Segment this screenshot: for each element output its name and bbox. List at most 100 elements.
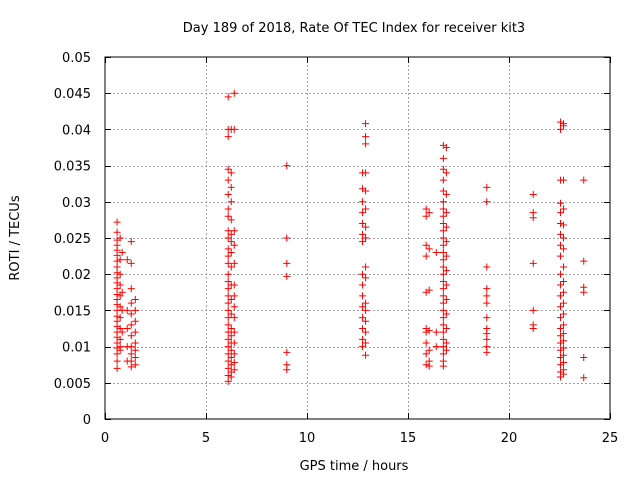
data-point bbox=[557, 292, 565, 300]
data-point bbox=[127, 259, 135, 267]
data-point bbox=[560, 122, 568, 130]
data-point bbox=[529, 214, 537, 222]
y-tick-label: 0.05 bbox=[62, 51, 91, 66]
data-point bbox=[442, 267, 450, 275]
data-point bbox=[483, 299, 491, 307]
data-point bbox=[127, 350, 135, 358]
data-point bbox=[557, 281, 565, 289]
data-point bbox=[442, 310, 450, 318]
data-point bbox=[439, 314, 447, 322]
data-point bbox=[425, 362, 433, 370]
data-point bbox=[224, 306, 232, 314]
data-point bbox=[560, 277, 568, 285]
data-point bbox=[439, 256, 447, 264]
data-point bbox=[362, 187, 370, 195]
data-point bbox=[127, 343, 135, 351]
data-point bbox=[439, 227, 447, 235]
data-point bbox=[227, 373, 235, 381]
data-point bbox=[116, 270, 124, 278]
data-point bbox=[560, 234, 568, 242]
data-point bbox=[439, 241, 447, 249]
x-tick-label: 20 bbox=[501, 431, 518, 446]
data-point bbox=[131, 353, 139, 361]
data-point bbox=[580, 257, 588, 265]
data-point bbox=[439, 362, 447, 370]
data-point bbox=[362, 351, 370, 359]
data-point bbox=[439, 270, 447, 278]
data-point bbox=[483, 285, 491, 293]
data-point bbox=[432, 328, 440, 336]
data-point bbox=[422, 252, 430, 260]
data-point bbox=[116, 335, 124, 343]
data-point bbox=[362, 133, 370, 141]
data-point bbox=[422, 350, 430, 358]
data-point bbox=[131, 339, 139, 347]
data-point bbox=[483, 292, 491, 300]
grid-lines bbox=[105, 57, 610, 419]
data-point bbox=[442, 296, 450, 304]
data-point bbox=[224, 270, 232, 278]
data-point bbox=[557, 303, 565, 311]
data-point bbox=[131, 296, 139, 304]
data-point bbox=[127, 238, 135, 246]
data-point bbox=[113, 357, 121, 365]
data-point bbox=[439, 321, 447, 329]
data-point bbox=[224, 245, 232, 253]
x-tick-label: 10 bbox=[299, 431, 316, 446]
data-point bbox=[362, 328, 370, 336]
data-point bbox=[224, 234, 232, 242]
x-tick-labels: 0 5 10 15 20 25 bbox=[101, 431, 618, 446]
data-point bbox=[116, 256, 124, 264]
data-point bbox=[224, 314, 232, 322]
data-point bbox=[362, 274, 370, 282]
data-point bbox=[224, 377, 232, 385]
data-point bbox=[227, 310, 235, 318]
data-point bbox=[422, 361, 430, 369]
data-point bbox=[227, 238, 235, 246]
data-point bbox=[118, 288, 126, 296]
data-point bbox=[224, 205, 232, 213]
data-point bbox=[227, 216, 235, 224]
data-point bbox=[230, 292, 238, 300]
data-point bbox=[230, 281, 238, 289]
data-point bbox=[224, 335, 232, 343]
data-point bbox=[529, 325, 537, 332]
data-point bbox=[362, 339, 370, 347]
data-point bbox=[422, 339, 430, 347]
data-point bbox=[283, 348, 291, 356]
data-point bbox=[362, 317, 370, 325]
data-point bbox=[439, 306, 447, 314]
data-point bbox=[529, 191, 537, 199]
data-point bbox=[425, 286, 433, 294]
data-point bbox=[560, 310, 568, 318]
data-point bbox=[123, 325, 131, 332]
data-point bbox=[483, 314, 491, 322]
x-tick-label: 5 bbox=[202, 431, 210, 446]
data-point bbox=[560, 337, 568, 345]
data-point bbox=[230, 359, 238, 367]
data-point bbox=[359, 220, 367, 228]
data-point bbox=[439, 343, 447, 351]
data-point bbox=[127, 332, 135, 340]
data-point bbox=[362, 223, 370, 231]
data-point bbox=[439, 263, 447, 271]
y-tick-label: 0.035 bbox=[54, 160, 91, 175]
data-point bbox=[442, 144, 450, 151]
data-point bbox=[224, 277, 232, 285]
data-point bbox=[560, 370, 568, 378]
data-point bbox=[483, 263, 491, 271]
data-point bbox=[560, 344, 568, 352]
data-point bbox=[283, 272, 291, 280]
data-point bbox=[230, 328, 238, 336]
data-point bbox=[560, 330, 568, 338]
data-point bbox=[442, 281, 450, 289]
data-point bbox=[557, 118, 565, 126]
data-point bbox=[425, 209, 433, 217]
data-point bbox=[362, 120, 370, 128]
data-point bbox=[113, 228, 121, 236]
data-point bbox=[131, 328, 139, 336]
data-point bbox=[227, 353, 235, 361]
data-point bbox=[362, 169, 370, 177]
data-point bbox=[127, 310, 135, 318]
data-point bbox=[483, 335, 491, 343]
